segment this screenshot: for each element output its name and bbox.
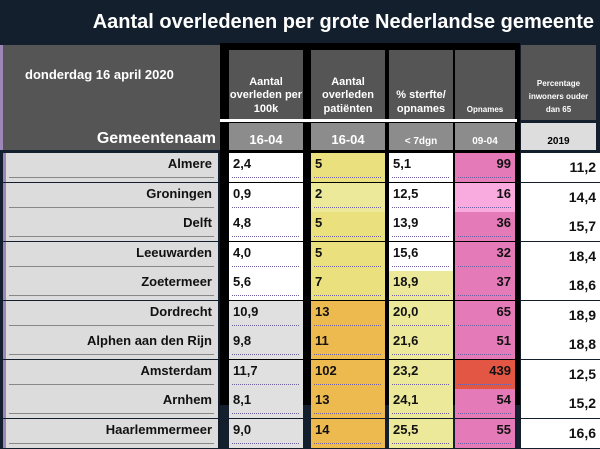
cell-over65: 18,8 (521, 330, 600, 359)
cell-opnames: 16 (455, 182, 515, 212)
subheader-over65: 2019 (521, 123, 596, 150)
page-title: Aantal overledenen per grote Nederlandse… (92, 11, 594, 33)
cell-pct: 5,1 (389, 153, 453, 182)
cell-pct: 23,2 (389, 359, 453, 389)
cell-per100k: 4,0 (229, 241, 303, 271)
cell-deaths: 7 (311, 271, 385, 300)
column-header-over65: Percentage inwoners ouder dan 65 (521, 45, 596, 120)
cell-per100k: 2,4 (229, 153, 303, 182)
table-row: Amsterdam 11,7 102 23,2 439 12,5 (0, 359, 600, 390)
cell-opnames: 99 (455, 153, 515, 182)
table-row: Dordrecht 10,9 13 20,0 65 18,9 (0, 300, 600, 331)
cell-per100k: 11,7 (229, 359, 303, 389)
cell-per100k: 10,9 (229, 300, 303, 330)
cell-opnames: 51 (455, 330, 515, 359)
date-label: donderdag 16 april 2020 (25, 67, 174, 82)
table-row: Groningen 0,9 2 12,5 16 14,4 (0, 182, 600, 213)
cell-per100k: 5,6 (229, 271, 303, 300)
cell-opnames: 32 (455, 241, 515, 271)
cell-opnames: 37 (455, 271, 515, 300)
column-header-gemeentenaam: Gemeentenaam (96, 130, 216, 147)
cell-pct: 15,6 (389, 241, 453, 271)
cell-pct: 18,9 (389, 271, 453, 300)
cell-opnames: 36 (455, 212, 515, 241)
subheader-per-100k: 16-04 (229, 123, 303, 150)
table-row: Arnhem 8,1 13 24,1 54 15,2 (0, 389, 600, 419)
column-header-per-100k: Aantal overleden per 100k (229, 50, 303, 120)
gemeente-name: Arnhem (3, 389, 218, 418)
cell-opnames: 65 (455, 300, 515, 330)
cell-over65: 18,9 (521, 300, 600, 330)
cell-deaths: 13 (311, 300, 385, 330)
cell-per100k: 9,8 (229, 330, 303, 359)
cell-per100k: 8,1 (229, 389, 303, 418)
cell-pct: 21,6 (389, 330, 453, 359)
gemeente-name: Leeuwarden (3, 241, 218, 271)
cell-per100k: 0,9 (229, 182, 303, 212)
gemeente-name: Alphen aan den Rijn (3, 330, 218, 359)
cell-over65: 16,6 (521, 418, 600, 448)
column-header-opnames: Opnames (455, 50, 515, 120)
cell-deaths: 5 (311, 241, 385, 271)
cell-deaths: 5 (311, 153, 385, 182)
subheader-opnames: 09-04 (455, 123, 515, 150)
table-row: Leeuwarden 4,0 5 15,6 32 18,4 (0, 241, 600, 272)
cell-opnames: 439 (455, 359, 515, 389)
table-row: Zoetermeer 5,6 7 18,9 37 18,6 (0, 271, 600, 301)
gemeente-name: Almere (3, 153, 218, 182)
cell-over65: 15,2 (521, 389, 600, 418)
table-row: Alphen aan den Rijn 9,8 11 21,6 51 18,8 (0, 330, 600, 360)
cell-deaths: 13 (311, 389, 385, 418)
gemeente-name: Dordrecht (3, 300, 218, 330)
column-header-pct: % sterfte/ opnames (389, 50, 453, 120)
cell-pct: 12,5 (389, 182, 453, 212)
cell-pct: 24,1 (389, 389, 453, 418)
cell-pct: 13,9 (389, 212, 453, 241)
gemeente-name: Delft (3, 212, 218, 241)
cell-deaths: 14 (311, 418, 385, 448)
cell-over65: 18,6 (521, 271, 600, 300)
gemeente-name: Groningen (3, 182, 218, 212)
cell-over65: 15,7 (521, 212, 600, 241)
table-row: Haarlemmermeer 9,0 14 25,5 55 16,6 (0, 418, 600, 449)
subheader-pct: < 7dgn (389, 123, 453, 150)
cell-pct: 20,0 (389, 300, 453, 330)
gemeente-name: Zoetermeer (3, 271, 218, 300)
cell-over65: 11,2 (521, 153, 600, 182)
column-header-deaths: Aantal overleden patiënten (311, 50, 385, 120)
gemeente-name: Haarlemmermeer (3, 418, 218, 448)
cell-over65: 14,4 (521, 182, 600, 212)
cell-over65: 12,5 (521, 359, 600, 389)
cell-per100k: 4,8 (229, 212, 303, 241)
cell-deaths: 102 (311, 359, 385, 389)
header-divider (220, 119, 517, 122)
table-row: Almere 2,4 5 5,1 99 11,2 (0, 153, 600, 183)
subheader-deaths: 16-04 (311, 123, 385, 150)
cell-pct: 25,5 (389, 418, 453, 448)
cell-deaths: 2 (311, 182, 385, 212)
cell-per100k: 9,0 (229, 418, 303, 448)
cell-over65: 18,4 (521, 241, 600, 271)
cell-deaths: 5 (311, 212, 385, 241)
cell-opnames: 54 (455, 389, 515, 418)
header-left-panel: donderdag 16 april 2020 Gemeentenaam (0, 45, 220, 150)
cell-deaths: 11 (311, 330, 385, 359)
gemeente-name: Amsterdam (3, 359, 218, 389)
cell-opnames: 55 (455, 418, 515, 448)
table-row: Delft 4,8 5 13,9 36 15,7 (0, 212, 600, 242)
